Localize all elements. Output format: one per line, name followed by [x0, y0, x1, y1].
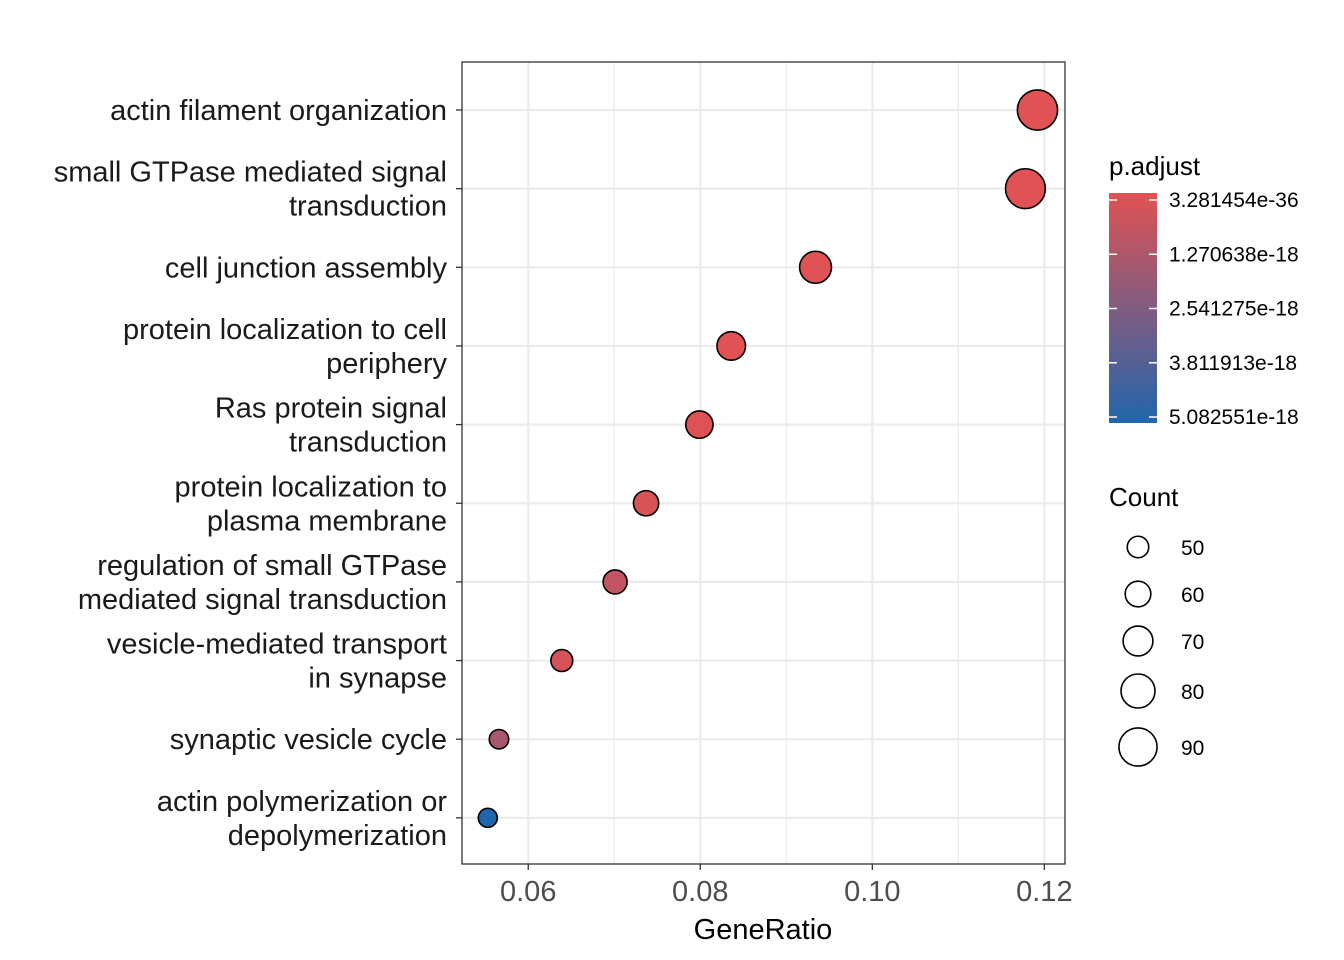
- y-tick-label: Ras protein signal transduction: [215, 393, 447, 459]
- size-legend-label: 50: [1181, 537, 1204, 560]
- y-tick-label-line: actin filament organization: [110, 95, 447, 127]
- y-tick-label-line: transduction: [289, 191, 447, 223]
- data-point: [550, 648, 574, 673]
- y-tick-label-line: actin polymerization or: [157, 786, 447, 818]
- y-tick-label-line: depolymerization: [228, 820, 447, 852]
- data-point: [632, 489, 660, 517]
- data-point: [798, 250, 833, 285]
- size-legend-key: [1122, 625, 1154, 657]
- y-tick-label: regulation of small GTPase mediated signa…: [78, 550, 447, 616]
- y-tick-label: protein localization to cell periphery: [123, 314, 448, 380]
- x-axis-title: GeneRatio: [694, 914, 833, 946]
- y-tick-label: actin polymerization or depolymerization: [157, 786, 447, 852]
- color-legend-label: 3.811913e-18: [1169, 352, 1297, 375]
- y-tick-label-line: transduction: [289, 427, 447, 459]
- y-tick-label-line: plasma membrane: [207, 505, 447, 537]
- size-legend-title: Count: [1109, 482, 1179, 512]
- size-legend-label: 70: [1181, 631, 1204, 654]
- size-legend-label: 60: [1181, 584, 1204, 607]
- y-tick-label-line: small GTPase mediated signal: [54, 157, 447, 189]
- y-tick-label-line: synaptic vesicle cycle: [170, 724, 447, 756]
- data-point: [716, 330, 747, 362]
- y-tick-label: cell junction assembly: [165, 252, 448, 284]
- x-axis: 0.06 0.08 0.10 0.12: [500, 864, 1073, 908]
- size-legend-label: 80: [1181, 681, 1204, 704]
- x-tick-label: 0.08: [672, 876, 728, 908]
- data-point: [1004, 167, 1047, 210]
- y-tick-label: vesicle-mediated transport in synapse: [107, 629, 447, 695]
- data-point: [684, 410, 714, 440]
- y-axis: actin filament organization small GTPase …: [54, 95, 462, 852]
- y-tick-label-line: periphery: [326, 348, 447, 380]
- size-legend-key: [1118, 727, 1158, 767]
- data-point: [602, 569, 628, 595]
- y-tick-label-line: protein localization to cell: [123, 314, 447, 346]
- y-tick-label-line: cell junction assembly: [165, 252, 448, 284]
- grid-lines: [462, 62, 1065, 864]
- color-legend-label: 3.281454e-36: [1169, 189, 1299, 212]
- y-tick-label-line: vesicle-mediated transport: [107, 629, 447, 661]
- legend: p.adjust 3.281454e-36 1.270638e-18 2.54127…: [1109, 151, 1299, 767]
- y-tick-label-line: in synapse: [308, 663, 447, 695]
- data-point: [1016, 89, 1059, 131]
- y-tick-label-line: protein localization to: [175, 471, 447, 503]
- panel-border: [461, 61, 1066, 865]
- color-legend-label: 1.270638e-18: [1169, 243, 1299, 266]
- data-point: [488, 728, 510, 750]
- x-tick-label: 0.12: [1016, 876, 1072, 908]
- size-legend-label: 90: [1181, 737, 1204, 760]
- size-legend-key: [1120, 673, 1156, 709]
- y-tick-label: protein localization to plasma membrane: [175, 471, 447, 537]
- color-legend-ticks: 3.281454e-36 1.270638e-18 2.541275e-18 3.81…: [1109, 189, 1299, 429]
- size-legend-items: 50 60 70 80 90: [1118, 535, 1204, 767]
- size-legend-key: [1124, 580, 1152, 608]
- y-tick-label: small GTPase mediated signal transduction: [54, 157, 447, 223]
- x-tick-label: 0.06: [500, 876, 556, 908]
- x-tick-label: 0.10: [844, 876, 900, 908]
- data-point: [477, 807, 499, 829]
- color-legend-title: p.adjust: [1109, 151, 1201, 181]
- y-tick-label: synaptic vesicle cycle: [170, 724, 447, 756]
- y-tick-label-line: Ras protein signal: [215, 393, 447, 425]
- color-legend-label: 5.082551e-18: [1169, 406, 1299, 429]
- size-legend-key: [1126, 535, 1150, 559]
- color-legend-label: 2.541275e-18: [1169, 297, 1299, 320]
- y-tick-label-line: regulation of small GTPase: [97, 550, 447, 582]
- panel-background: [462, 62, 1065, 864]
- y-tick-label: actin filament organization: [110, 95, 447, 127]
- data-points: [477, 89, 1059, 829]
- y-tick-label-line: mediated signal transduction: [78, 584, 447, 616]
